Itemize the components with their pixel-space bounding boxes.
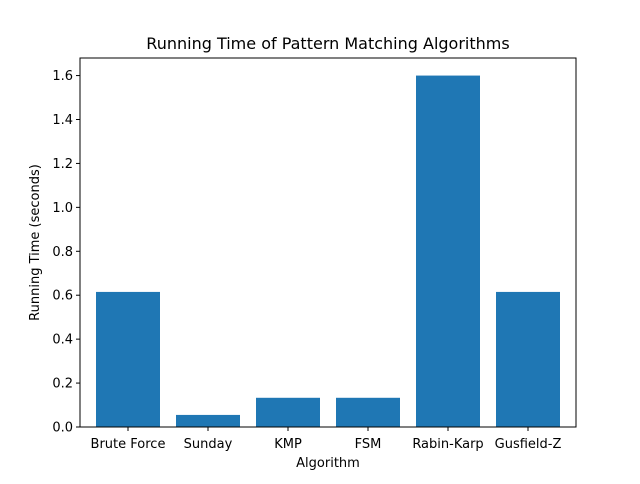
bar-rabin-karp [416, 75, 480, 427]
y-tick-label: 1.6 [52, 69, 73, 84]
y-tick-label: 0.4 [52, 333, 73, 348]
y-tick-label: 0.0 [52, 421, 73, 436]
bar-brute-force [96, 291, 160, 427]
y-tick-label: 1.0 [52, 201, 73, 216]
x-tick-label: Rabin-Karp [412, 437, 483, 452]
y-tick-label: 1.4 [52, 113, 73, 128]
y-tick-label: 0.8 [52, 245, 73, 260]
plot-frame [79, 57, 577, 428]
y-tick-label: 0.2 [52, 377, 73, 392]
x-tick-label: KMP [274, 437, 302, 452]
x-tick-label: FSM [355, 437, 382, 452]
x-tick-label: Brute Force [91, 437, 166, 452]
bar-kmp [256, 397, 320, 427]
y-axis-ticks: 0.0 0.2 0.4 0.6 0.8 1.0 1.2 1.4 1.6 [52, 69, 80, 436]
x-tick-label: Sunday [184, 437, 233, 452]
x-tick-label: Gusfield-Z [495, 437, 562, 452]
y-tick-label: 0.6 [52, 289, 73, 304]
bars-group [96, 75, 560, 427]
y-tick-label: 1.2 [52, 157, 73, 172]
chart-title: Running Time of Pattern Matching Algorit… [146, 34, 509, 53]
y-axis-label: Running Time (seconds) [28, 164, 43, 321]
x-axis-ticks: Brute Force Sunday KMP FSM Rabin-Karp Gusfiel… [91, 427, 562, 452]
bar-sunday [176, 414, 240, 427]
bar-gusfield-z [496, 291, 560, 427]
x-axis-label: Algorithm [296, 456, 360, 471]
bar-fsm [336, 397, 400, 427]
